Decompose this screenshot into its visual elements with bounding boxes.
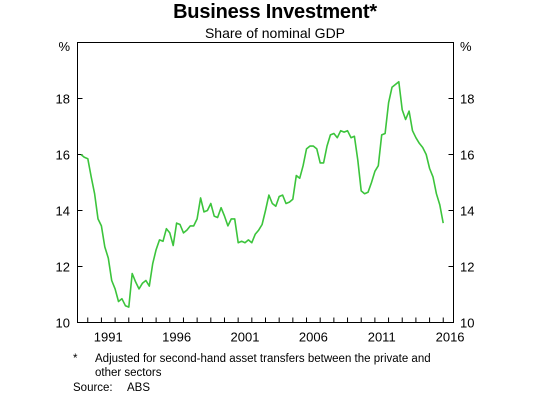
y-unit-right: % — [460, 39, 472, 54]
y-tick-label-right: 14 — [460, 204, 474, 219]
y-tick-label-left: 12 — [56, 260, 70, 275]
x-ticks — [87, 317, 444, 323]
x-tick-label: 1991 — [94, 330, 123, 345]
y-tick-labels-left: 10 12 14 16 18 — [56, 92, 70, 331]
y-ticks-right — [448, 98, 454, 323]
y-tick-label-right: 10 — [460, 316, 474, 331]
x-tick-label: 1996 — [162, 330, 191, 345]
footnote-marker: * — [73, 353, 78, 365]
y-ticks-left — [77, 98, 83, 323]
x-tick-labels: 1991 1996 2001 2006 2011 2016 — [94, 330, 465, 345]
y-tick-label-left: 18 — [56, 92, 70, 107]
footnote-text: Adjusted for second-hand asset transfers… — [95, 353, 431, 379]
y-tick-label-left: 16 — [56, 148, 70, 163]
x-tick-label: 2011 — [368, 330, 396, 345]
x-tick-label: 2016 — [436, 330, 465, 345]
series-line-business-investment — [80, 80, 444, 308]
x-tick-label: 2001 — [231, 330, 260, 345]
y-tick-label-right: 12 — [460, 260, 474, 275]
x-tick-label: 2006 — [299, 330, 328, 345]
source-label: Source: — [73, 382, 113, 394]
y-unit-left: % — [58, 39, 70, 54]
y-tick-label-left: 10 — [56, 316, 70, 331]
chart-title: Business Investment* — [173, 1, 377, 23]
chart-subtitle: Share of nominal GDP — [204, 25, 346, 41]
y-tick-label-left: 14 — [56, 204, 70, 219]
plot-frame — [77, 42, 454, 323]
y-tick-label-right: 16 — [460, 148, 474, 163]
y-tick-label-right: 18 — [460, 92, 474, 107]
source-value: ABS — [127, 382, 151, 394]
y-tick-labels-right: 10 12 14 16 18 — [460, 92, 474, 331]
